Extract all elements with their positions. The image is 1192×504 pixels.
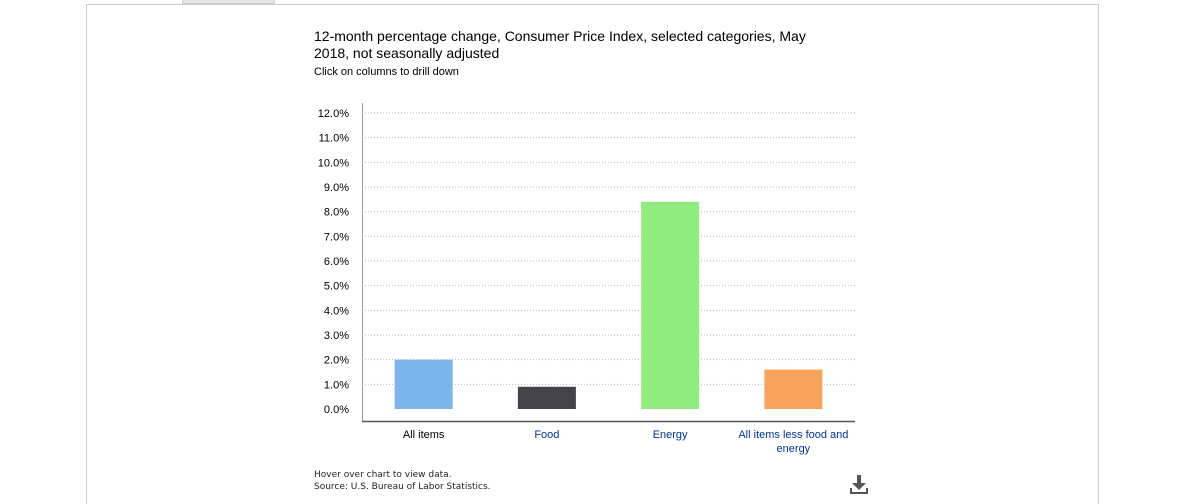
bar-1[interactable] (517, 386, 576, 409)
chart-title: 12-month percentage change, Consumer Pri… (314, 28, 806, 61)
y-tick-label: 9.0% (324, 182, 349, 194)
y-tick-label: 8.0% (324, 207, 349, 219)
bar-2[interactable] (641, 201, 700, 409)
x-category-label[interactable]: All items less food and energy (738, 429, 848, 455)
chart-frame (86, 4, 1099, 504)
x-category-label: All items (403, 429, 445, 441)
y-tick-label: 7.0% (324, 231, 349, 243)
y-tick-labels: 0.0% 1.0% 2.0% 3.0% 4.0% 5.0% 6.0% 7.0% 8.0% 9.0%… (318, 108, 349, 416)
source-note: Source: U.S. Bureau of Labor Statistics. (314, 482, 491, 492)
y-tick-label: 10.0% (318, 157, 349, 169)
bar-0[interactable] (394, 359, 453, 409)
axes (362, 103, 855, 423)
y-tick-label: 3.0% (324, 330, 349, 342)
x-category-label[interactable]: Energy (653, 429, 688, 441)
y-tick-label: 12.0% (318, 108, 349, 120)
y-tick-label: 11.0% (319, 133, 350, 145)
x-category-labels: All items Food Energy All items less food a… (403, 429, 849, 455)
y-tick-label: 2.0% (324, 355, 349, 367)
gridlines (362, 112, 855, 385)
download-icon[interactable] (849, 473, 869, 495)
x-category-label[interactable]: Food (534, 429, 559, 441)
y-tick-label: 4.0% (324, 305, 349, 317)
bars[interactable] (394, 201, 823, 409)
y-tick-label: 6.0% (324, 256, 349, 268)
y-tick-label: 5.0% (324, 281, 349, 293)
y-tick-label: 1.0% (324, 379, 349, 391)
hover-note: Hover over chart to view data. (314, 470, 452, 480)
y-tick-label: 0.0% (324, 404, 349, 416)
chart-subtitle: Click on columns to drill down (314, 66, 459, 78)
bar-3[interactable] (764, 369, 823, 409)
tab-stub[interactable] (182, 0, 275, 4)
